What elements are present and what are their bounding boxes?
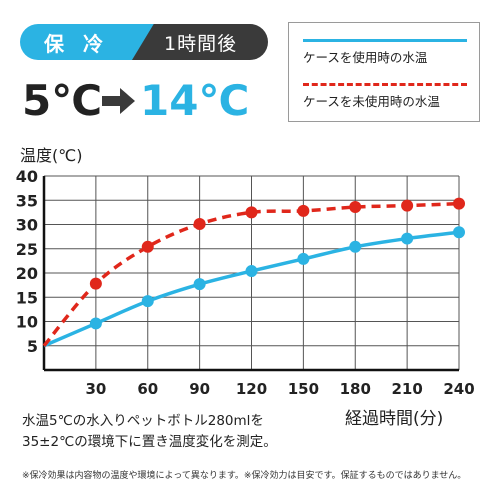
x-tick-label: 180 (340, 380, 371, 398)
x-tick-label: 150 (288, 380, 319, 398)
test-condition-line-2: 35±2℃の環境下に置き温度変化を測定。 (22, 434, 277, 450)
data-point-with-case (401, 232, 414, 245)
x-tick-label: 90 (189, 380, 210, 398)
y-tick-label: 15 (16, 288, 38, 307)
x-tick-labels: 30 60 90 120 150 180 210 240 (85, 380, 474, 398)
chart-series (42, 197, 465, 348)
legend: ケースを使用時の水温 ケースを未使用時の水温 (288, 22, 480, 122)
x-axis-title: 経過時間(分) (345, 409, 444, 429)
data-point-without-case (401, 199, 414, 212)
data-point-with-case (245, 265, 258, 278)
temperature-change: 5℃ 14℃ (22, 76, 262, 128)
y-axis-title: 温度(℃) (20, 146, 83, 165)
data-point-without-case (89, 277, 102, 290)
badge-time-label: 1時間後 (164, 33, 238, 55)
y-tick-label: 10 (16, 313, 38, 332)
x-tick-label: 30 (85, 380, 106, 398)
chart-axes (42, 176, 459, 372)
x-tick-label: 60 (137, 380, 158, 398)
legend-swatch-without-case (303, 83, 467, 86)
data-point-with-case (297, 252, 310, 265)
data-point-with-case (193, 278, 206, 291)
badge-cooling-label: 保 冷 (44, 32, 109, 56)
y-tick-label: 35 (16, 191, 38, 210)
x-tick-label: 240 (443, 380, 474, 398)
badge-right-panel (132, 24, 268, 60)
y-tick-label: 30 (16, 216, 38, 235)
data-point-without-case (141, 240, 154, 253)
data-point-without-case (349, 201, 362, 214)
legend-label-without-case: ケースを未使用時の水温 (303, 94, 440, 109)
series-line-without-case (42, 201, 460, 347)
test-condition-line-1: 水温5℃の水入りペットボトル280mlを (22, 413, 264, 429)
x-tick-label: 210 (391, 380, 422, 398)
disclaimer-footnote: ※保冷効果は内容物の温度や環境によって異なります。※保冷効力は目安です。保証する… (22, 471, 467, 481)
data-point-with-case (141, 295, 154, 308)
x-tick-label: 120 (236, 380, 267, 398)
data-point-with-case (89, 317, 102, 330)
data-point-with-case (453, 226, 465, 239)
end-temperature: 14℃ (140, 76, 250, 125)
y-tick-label: 5 (27, 337, 38, 356)
data-point-without-case (297, 204, 310, 217)
cooling-badge: 保 冷 1時間後 (20, 24, 268, 60)
data-point-with-case (349, 240, 362, 253)
y-tick-label: 25 (16, 240, 38, 259)
legend-label-with-case: ケースを使用時の水温 (303, 50, 428, 65)
y-tick-labels: 5 10 15 20 25 30 35 40 (16, 167, 38, 356)
start-temperature: 5℃ (22, 76, 103, 125)
data-point-without-case (245, 206, 258, 219)
y-tick-label: 40 (16, 167, 38, 186)
y-tick-label: 20 (16, 264, 38, 283)
legend-swatch-with-case (303, 39, 467, 42)
data-point-without-case (193, 218, 206, 231)
right-arrow-icon (102, 88, 135, 114)
data-point-without-case (453, 197, 465, 210)
